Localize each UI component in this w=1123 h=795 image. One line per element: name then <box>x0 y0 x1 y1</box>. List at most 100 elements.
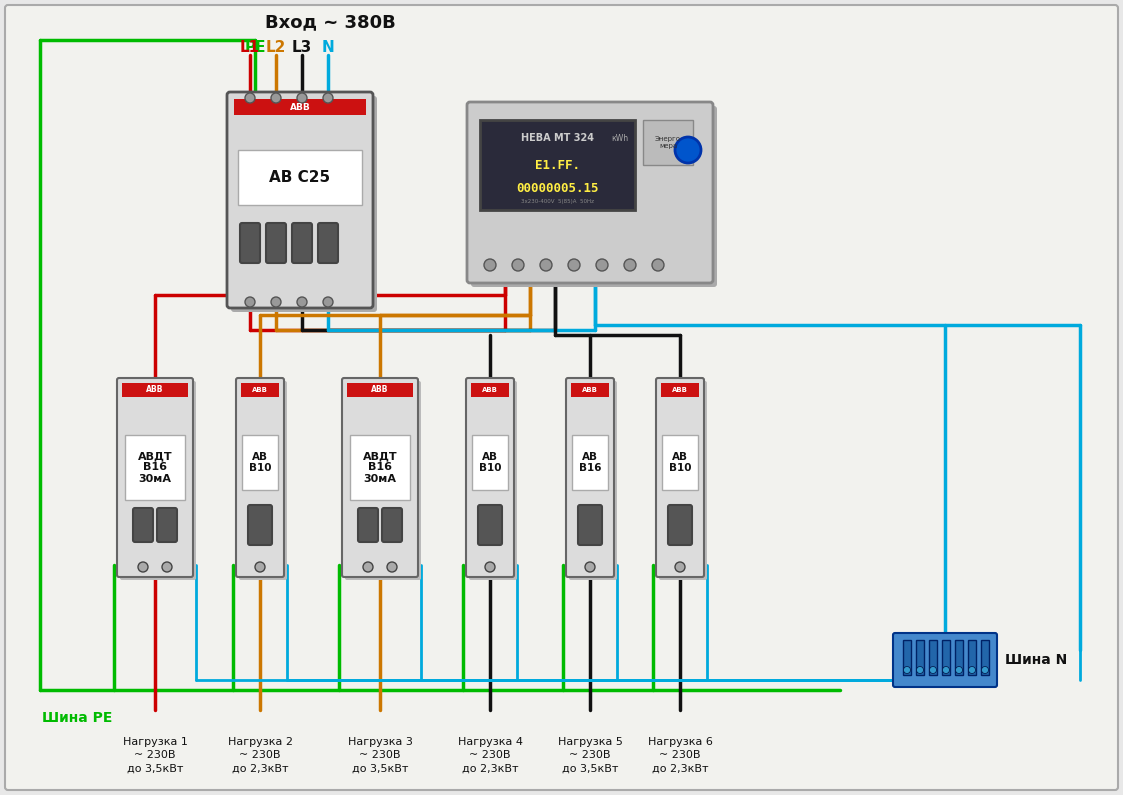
Bar <box>570 383 609 397</box>
Bar <box>929 640 937 675</box>
Text: Энерго
мера: Энерго мера <box>655 135 681 149</box>
Text: Е1.FF.: Е1.FF. <box>535 158 579 172</box>
FancyBboxPatch shape <box>248 505 272 545</box>
Text: N: N <box>321 40 335 55</box>
Circle shape <box>255 562 265 572</box>
FancyBboxPatch shape <box>466 378 514 577</box>
Circle shape <box>942 666 950 673</box>
Circle shape <box>540 259 553 271</box>
Circle shape <box>968 666 976 673</box>
FancyBboxPatch shape <box>569 381 617 580</box>
Text: Нагрузка 2
~ 230В
до 2,3кВт: Нагрузка 2 ~ 230В до 2,3кВт <box>228 737 292 774</box>
Text: ABB: ABB <box>290 103 310 111</box>
Text: Шина PE: Шина PE <box>42 711 112 725</box>
Circle shape <box>323 297 334 307</box>
Circle shape <box>956 666 962 673</box>
FancyBboxPatch shape <box>566 378 614 577</box>
Bar <box>942 640 950 675</box>
Circle shape <box>162 562 172 572</box>
Circle shape <box>930 666 937 673</box>
FancyBboxPatch shape <box>266 223 286 263</box>
FancyBboxPatch shape <box>157 508 177 542</box>
Bar <box>350 435 410 500</box>
Circle shape <box>675 137 701 163</box>
Text: АВ
В10: АВ В10 <box>249 452 272 473</box>
FancyBboxPatch shape <box>656 378 704 577</box>
FancyBboxPatch shape <box>668 505 692 545</box>
Bar <box>241 383 279 397</box>
Circle shape <box>387 562 398 572</box>
Bar <box>982 640 989 675</box>
FancyBboxPatch shape <box>227 92 373 308</box>
Circle shape <box>624 259 636 271</box>
FancyBboxPatch shape <box>659 381 707 580</box>
Circle shape <box>652 259 664 271</box>
Bar <box>661 383 699 397</box>
Text: L3: L3 <box>292 40 312 55</box>
FancyBboxPatch shape <box>578 505 602 545</box>
Bar <box>572 435 608 490</box>
Circle shape <box>296 93 307 103</box>
Text: АВ
В10: АВ В10 <box>669 452 692 473</box>
Circle shape <box>245 297 255 307</box>
Bar <box>968 640 976 675</box>
Bar <box>903 640 911 675</box>
Text: АВДТ
В16
30мА: АВДТ В16 30мА <box>363 451 398 484</box>
Bar <box>916 640 924 675</box>
Bar <box>480 120 634 210</box>
Bar <box>238 150 362 205</box>
Text: Нагрузка 1
~ 230В
до 3,5кВт: Нагрузка 1 ~ 230В до 3,5кВт <box>122 737 188 774</box>
Text: НЕВА МТ 324: НЕВА МТ 324 <box>521 133 594 143</box>
Text: АВДТ
В16
30мА: АВДТ В16 30мА <box>138 451 172 484</box>
Text: ABB: ABB <box>482 387 497 393</box>
Text: Нагрузка 3
~ 230В
до 3,5кВт: Нагрузка 3 ~ 230В до 3,5кВт <box>347 737 412 774</box>
FancyBboxPatch shape <box>382 508 402 542</box>
FancyBboxPatch shape <box>478 505 502 545</box>
Circle shape <box>323 93 334 103</box>
Bar <box>471 383 509 397</box>
Text: АВ
В16: АВ В16 <box>578 452 601 473</box>
Circle shape <box>138 562 148 572</box>
FancyBboxPatch shape <box>345 381 421 580</box>
Circle shape <box>675 562 685 572</box>
Bar <box>661 435 699 490</box>
Text: АВ
В10: АВ В10 <box>478 452 501 473</box>
Circle shape <box>916 666 923 673</box>
Text: ABB: ABB <box>146 386 164 394</box>
Text: PE: PE <box>244 40 266 55</box>
Text: ABB: ABB <box>372 386 389 394</box>
Circle shape <box>296 297 307 307</box>
Bar <box>955 640 964 675</box>
Text: Нагрузка 5
~ 230В
до 3,5кВт: Нагрузка 5 ~ 230В до 3,5кВт <box>557 737 622 774</box>
Text: кWh: кWh <box>611 134 629 142</box>
FancyBboxPatch shape <box>343 378 418 577</box>
FancyBboxPatch shape <box>231 96 377 312</box>
FancyBboxPatch shape <box>236 378 284 577</box>
Bar <box>122 383 188 397</box>
FancyBboxPatch shape <box>4 5 1119 790</box>
Bar <box>643 120 693 165</box>
Bar <box>347 383 413 397</box>
Text: ABB: ABB <box>582 387 597 393</box>
FancyBboxPatch shape <box>318 223 338 263</box>
Bar <box>472 435 508 490</box>
Text: 3х230-400V  5(85)A  50Hz: 3х230-400V 5(85)A 50Hz <box>521 200 594 204</box>
Circle shape <box>245 93 255 103</box>
FancyBboxPatch shape <box>240 223 261 263</box>
Circle shape <box>596 259 608 271</box>
Circle shape <box>982 666 988 673</box>
Bar <box>234 99 366 115</box>
Bar <box>125 435 185 500</box>
FancyBboxPatch shape <box>117 378 193 577</box>
FancyBboxPatch shape <box>471 106 716 287</box>
FancyBboxPatch shape <box>292 223 312 263</box>
Circle shape <box>271 93 281 103</box>
Text: 00000005.15: 00000005.15 <box>517 181 599 195</box>
FancyBboxPatch shape <box>239 381 287 580</box>
FancyBboxPatch shape <box>120 381 197 580</box>
Circle shape <box>512 259 524 271</box>
Circle shape <box>484 259 496 271</box>
Text: L1: L1 <box>240 40 261 55</box>
FancyBboxPatch shape <box>358 508 378 542</box>
Text: L2: L2 <box>266 40 286 55</box>
